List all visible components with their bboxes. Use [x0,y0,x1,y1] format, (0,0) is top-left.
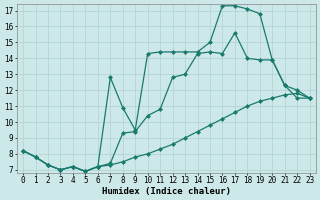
X-axis label: Humidex (Indice chaleur): Humidex (Indice chaleur) [102,187,231,196]
